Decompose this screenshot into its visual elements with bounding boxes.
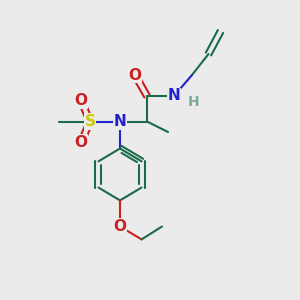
Text: O: O <box>74 135 88 150</box>
Text: H: H <box>188 95 199 109</box>
Text: N: N <box>168 88 180 104</box>
Text: S: S <box>85 114 95 129</box>
Text: O: O <box>128 68 142 82</box>
Text: N: N <box>114 114 126 129</box>
Text: O: O <box>113 219 127 234</box>
Text: O: O <box>74 93 88 108</box>
